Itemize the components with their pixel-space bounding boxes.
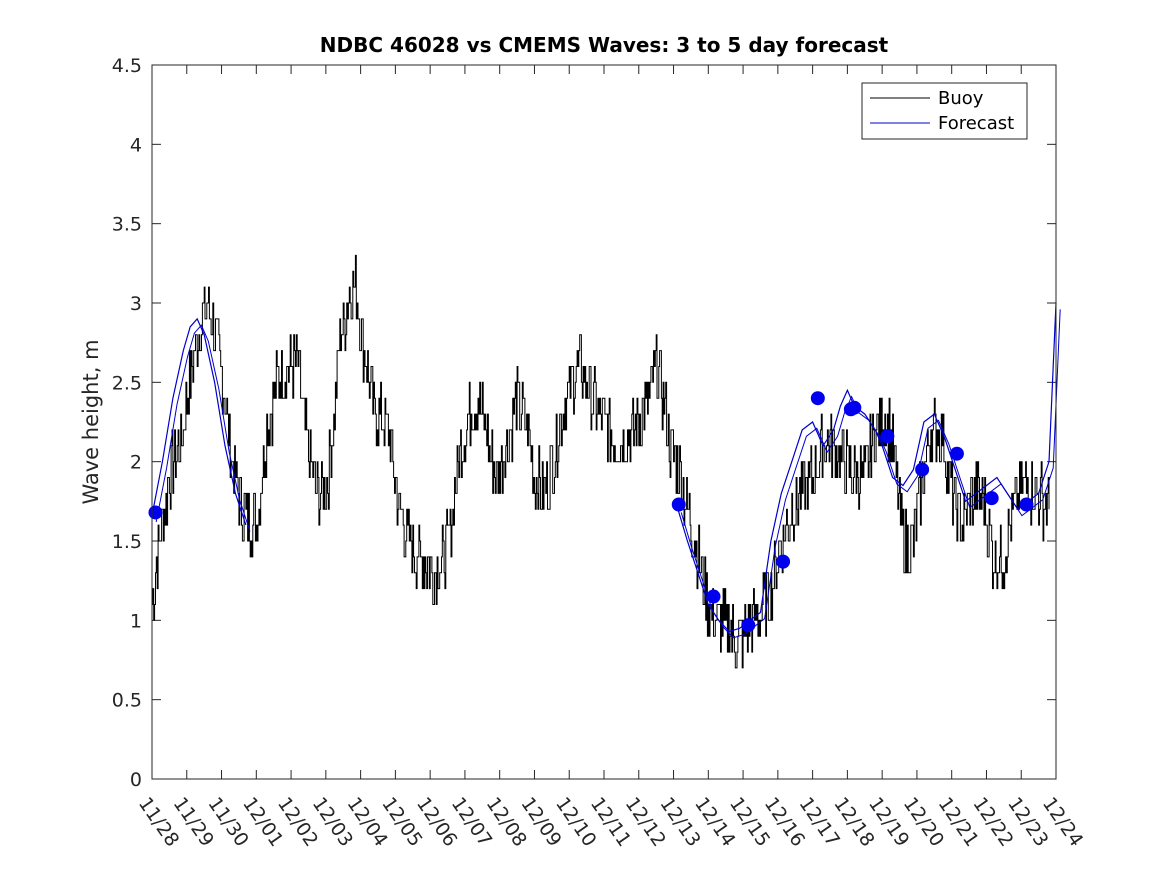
forecast-series-line-1 xyxy=(151,317,247,526)
y-tick-label: 3.5 xyxy=(112,214,142,236)
forecast-markers xyxy=(148,391,1034,633)
y-tick-label: 1.5 xyxy=(112,531,142,553)
y-tick-label: 0.5 xyxy=(112,690,142,712)
y-tick-label: 4 xyxy=(130,134,142,156)
legend-box xyxy=(861,82,1028,140)
legend-buoy-label: Buoy xyxy=(938,88,984,109)
buoy-series-line xyxy=(152,254,1050,669)
y-tick-label: 0 xyxy=(130,769,142,791)
y-tick-label: 2 xyxy=(130,452,142,474)
forecast-marker xyxy=(880,429,895,444)
forecast-marker xyxy=(706,589,721,604)
forecast-marker xyxy=(915,462,930,477)
forecast-marker xyxy=(949,446,964,461)
plot-area xyxy=(152,65,1056,779)
legend-forecast-label: Forecast xyxy=(938,113,1014,134)
forecast-marker xyxy=(984,491,999,506)
plot-frame xyxy=(151,64,1057,780)
forecast-marker xyxy=(671,497,686,512)
forecast-marker xyxy=(847,400,862,415)
forecast-marker xyxy=(1019,497,1034,512)
y-axis-ticks: 0 0.5 1 1.5 2 2.5 3 3.5 4 4.5 xyxy=(112,55,1056,791)
y-tick-label: 4.5 xyxy=(112,55,142,77)
y-axis-label: Wave height, m xyxy=(79,339,103,504)
forecast-marker xyxy=(776,554,791,569)
forecast-series-line-overlay-1 xyxy=(155,324,251,532)
y-tick-label: 1 xyxy=(130,610,142,632)
y-tick-label: 2.5 xyxy=(112,372,142,394)
forecast-marker xyxy=(810,391,825,406)
y-tick-label: 3 xyxy=(130,293,142,315)
chart-title: NDBC 46028 vs CMEMS Waves: 3 to 5 day fo… xyxy=(320,33,889,57)
forecast-marker xyxy=(741,618,756,633)
forecast-marker xyxy=(148,505,163,520)
legend: Buoy Forecast xyxy=(861,82,1028,140)
